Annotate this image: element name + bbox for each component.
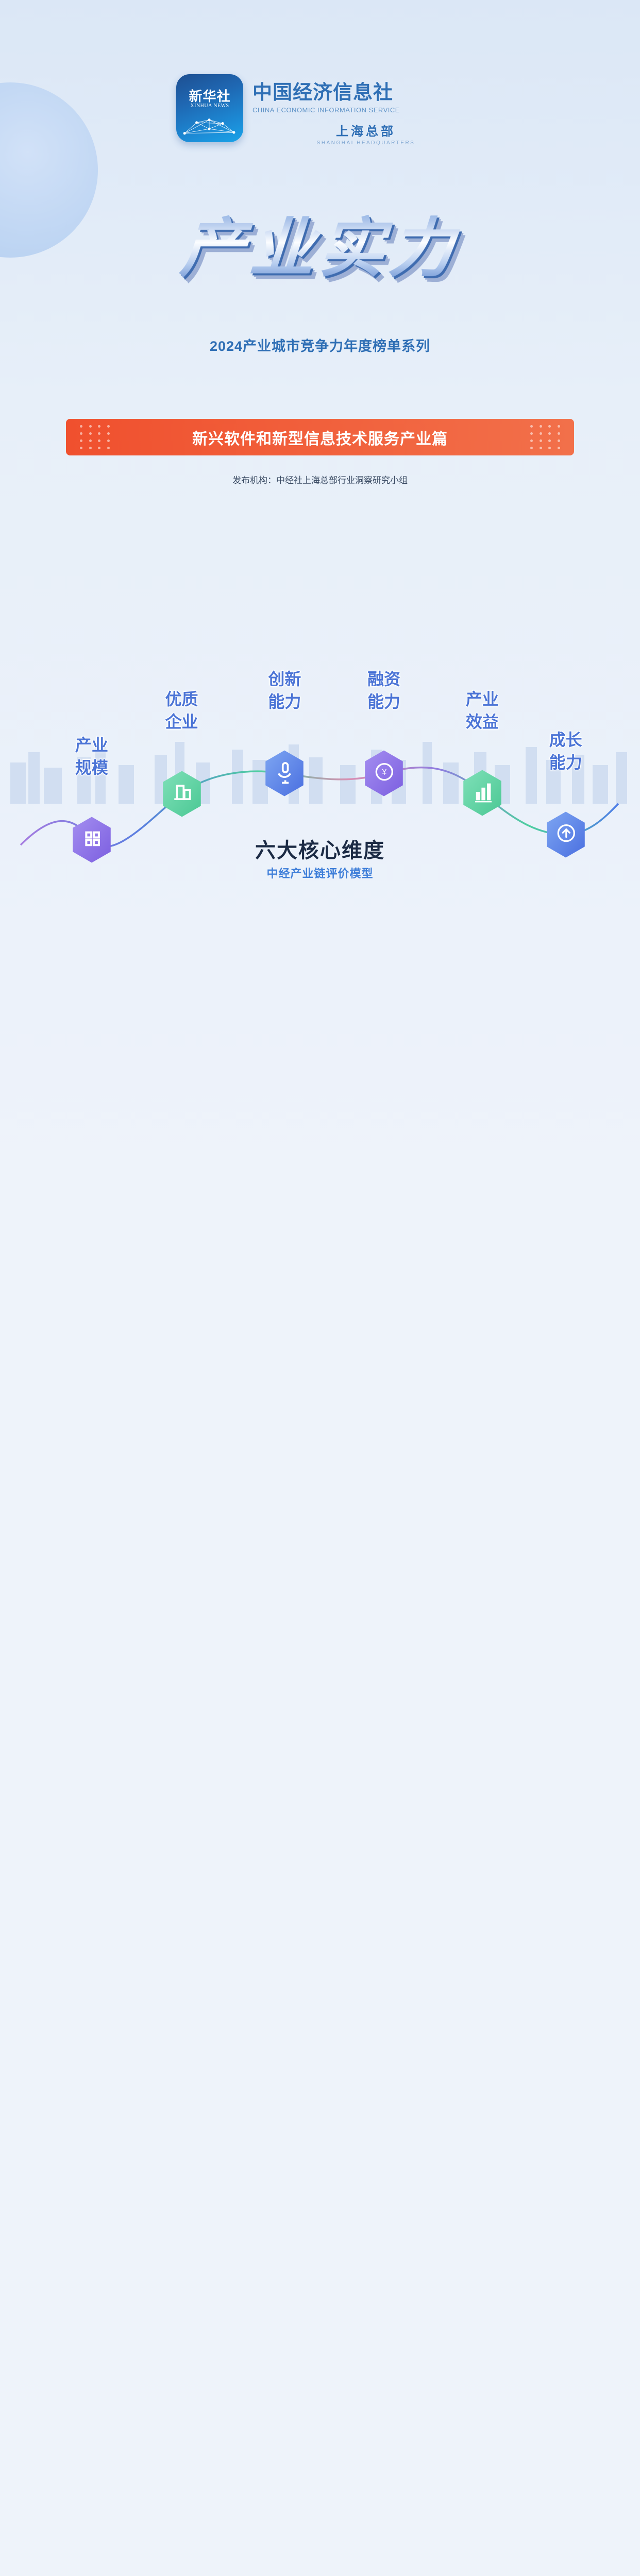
svg-text:¥: ¥ xyxy=(381,768,387,777)
